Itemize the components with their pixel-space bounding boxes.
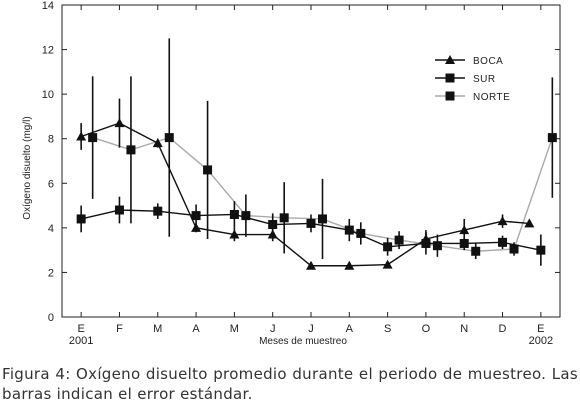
data-point bbox=[114, 118, 125, 128]
data-point bbox=[344, 225, 354, 235]
data-point bbox=[471, 246, 481, 256]
data-point bbox=[268, 220, 278, 230]
x-tick-label: F bbox=[116, 323, 123, 335]
data-point bbox=[229, 209, 239, 219]
data-point bbox=[164, 133, 174, 143]
y-axis-title: Oxígeno disuelto (mg/l) bbox=[22, 116, 33, 219]
data-point bbox=[497, 216, 508, 226]
data-point bbox=[153, 206, 163, 216]
data-point bbox=[356, 228, 366, 238]
data-point bbox=[191, 222, 202, 232]
data-point bbox=[459, 225, 470, 235]
x-tick-label: D bbox=[499, 323, 507, 335]
legend-label: NORTE bbox=[473, 92, 510, 103]
x-tick-label: O bbox=[422, 323, 431, 335]
legend-item: SUR bbox=[435, 73, 496, 85]
series-norte bbox=[88, 38, 557, 260]
data-point bbox=[383, 242, 393, 252]
y-tick-label: 8 bbox=[48, 134, 54, 146]
y-tick-label: 0 bbox=[48, 312, 54, 324]
data-point bbox=[203, 165, 213, 175]
legend-label: BOCA bbox=[473, 56, 503, 67]
data-point bbox=[76, 214, 86, 224]
data-point bbox=[394, 235, 404, 245]
data-point bbox=[114, 205, 124, 215]
data-point bbox=[421, 238, 431, 248]
legend: BOCA SUR NORTE bbox=[435, 55, 510, 103]
plot-border bbox=[61, 4, 561, 318]
legend-item: NORTE bbox=[435, 91, 510, 103]
data-point bbox=[126, 145, 136, 155]
data-point bbox=[524, 218, 535, 228]
y-tick-label: 6 bbox=[48, 178, 54, 190]
x-tick-label: J bbox=[308, 323, 314, 335]
legend-marker bbox=[445, 73, 455, 83]
data-point bbox=[88, 133, 98, 143]
legend-marker bbox=[445, 91, 455, 101]
data-point bbox=[229, 229, 240, 239]
plot-frame bbox=[61, 4, 561, 318]
data-point bbox=[536, 245, 546, 255]
y-tick-label: 14 bbox=[42, 0, 54, 12]
y-tick-label: 10 bbox=[42, 89, 54, 101]
data-point bbox=[241, 211, 251, 221]
legend-marker bbox=[445, 55, 455, 64]
x-tick-label: M bbox=[153, 323, 162, 335]
data-point bbox=[191, 211, 201, 221]
legend-item: BOCA bbox=[435, 55, 503, 67]
figure-caption: Figura 4: Oxígeno disuelto promedio dura… bbox=[2, 365, 578, 403]
x-tick-label: E bbox=[77, 323, 84, 335]
data-point bbox=[306, 260, 316, 270]
y-tick-label: 4 bbox=[48, 223, 54, 235]
data-point bbox=[432, 241, 442, 251]
data-point bbox=[344, 260, 355, 270]
data-point bbox=[498, 237, 508, 247]
y-tick-label: 12 bbox=[42, 45, 54, 57]
x-tick-label: M bbox=[230, 323, 239, 335]
data-point bbox=[382, 259, 393, 269]
legend-label: SUR bbox=[473, 74, 496, 85]
data-point bbox=[76, 131, 87, 141]
data-point bbox=[509, 244, 519, 254]
series-sur bbox=[76, 196, 546, 266]
data-point bbox=[279, 213, 289, 223]
x-tick-label: J bbox=[270, 323, 276, 335]
data-point bbox=[152, 138, 163, 148]
x-tick-label: A bbox=[346, 323, 354, 335]
x-year-label: 2002 bbox=[529, 335, 553, 347]
x-tick-label: S bbox=[384, 323, 391, 335]
x-tick-label: A bbox=[192, 323, 200, 335]
data-point bbox=[306, 218, 316, 228]
x-tick-label: E bbox=[537, 323, 544, 335]
x-year-label: 2001 bbox=[69, 335, 93, 347]
y-axis: 0 2 4 6 8 10 12 14 bbox=[42, 0, 560, 324]
data-point bbox=[459, 238, 469, 248]
x-axis-title: Meses de muestreo bbox=[259, 336, 347, 347]
series-layer bbox=[76, 38, 557, 270]
y-tick-label: 2 bbox=[48, 267, 54, 279]
data-point bbox=[317, 214, 327, 224]
data-point bbox=[547, 133, 557, 143]
x-tick-label: N bbox=[460, 323, 468, 335]
